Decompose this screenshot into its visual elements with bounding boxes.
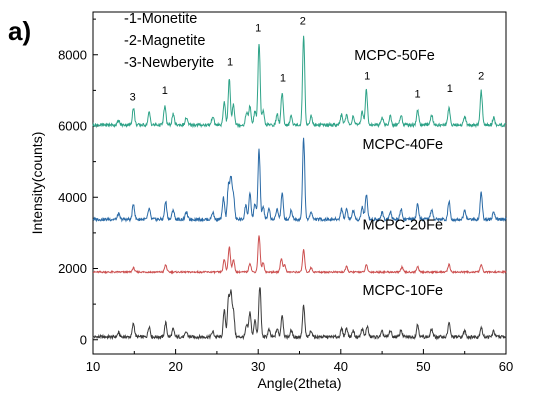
peak-annotation: 1 [364, 71, 370, 83]
x-tick-label: 30 [251, 359, 265, 374]
legend-item-monetite: -1-Monetite [124, 11, 198, 27]
peak-annotation: 1 [280, 72, 286, 84]
series-line-mcpc-20fe [92, 235, 507, 275]
y-tick-label: 4000 [58, 190, 87, 205]
series-label: MCPC-10Fe [362, 283, 443, 299]
series-line-mcpc-50fe [92, 35, 507, 129]
y-tick-label: 6000 [58, 119, 87, 134]
x-tick-label: 50 [416, 359, 430, 374]
peak-annotation: 1 [415, 89, 421, 101]
y-tick-label: 8000 [58, 47, 87, 62]
peak-annotation: 2 [478, 71, 484, 83]
plot-frame [92, 11, 507, 355]
x-tick-label: 40 [334, 359, 348, 374]
y-tick-label: 2000 [58, 261, 87, 276]
x-axis-label: Angle(2theta) [257, 375, 341, 391]
series-label: MCPC-40Fe [362, 137, 443, 153]
series-label: MCPC-20Fe [362, 217, 443, 233]
legend-item-newberyite: -3-Newberyite [124, 55, 215, 71]
peak-annotation: 3 [130, 91, 136, 103]
peak-annotation: 1 [447, 83, 453, 95]
x-tick-label: 20 [168, 359, 182, 374]
legend-item-magnetite: -2-Magnetite [124, 33, 206, 49]
x-tick-label: 10 [86, 359, 100, 374]
series-label: MCPC-50Fe [354, 48, 435, 64]
panel-label: a) [8, 16, 32, 46]
x-tick-label: 60 [499, 359, 513, 374]
y-tick-label: 0 [80, 332, 87, 347]
phase-legend: -1-Monetite -2-Magnetite -3-Newberyite [124, 8, 214, 74]
peak-annotation: 1 [227, 56, 233, 68]
peak-annotation: 1 [162, 85, 168, 97]
series-line-mcpc-40fe [92, 137, 507, 223]
peak-annotation: 1 [255, 23, 261, 35]
series-line-mcpc-10fe [92, 287, 507, 341]
peak-annotation: 2 [300, 15, 306, 27]
y-axis-label: Intensity(counts) [29, 132, 45, 235]
